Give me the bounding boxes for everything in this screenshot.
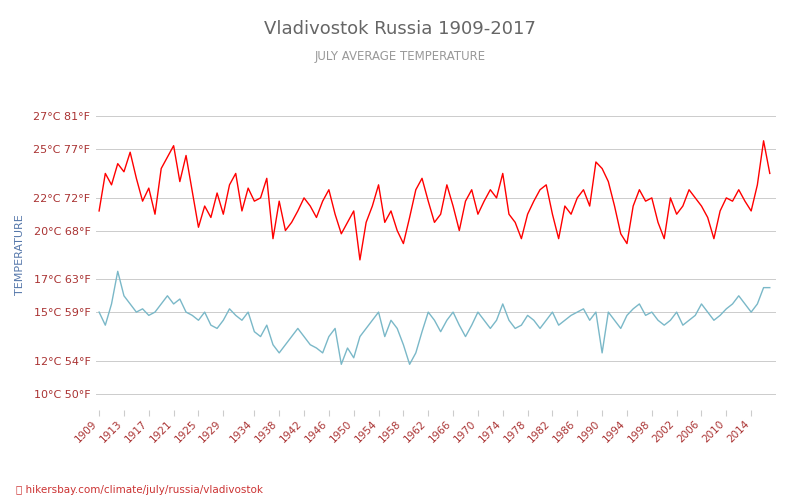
Text: JULY AVERAGE TEMPERATURE: JULY AVERAGE TEMPERATURE — [314, 50, 486, 63]
Y-axis label: TEMPERATURE: TEMPERATURE — [15, 214, 25, 296]
Text: Vladivostok Russia 1909-2017: Vladivostok Russia 1909-2017 — [264, 20, 536, 38]
Text: 📍 hikersbay.com/climate/july/russia/vladivostok: 📍 hikersbay.com/climate/july/russia/vlad… — [16, 485, 263, 495]
